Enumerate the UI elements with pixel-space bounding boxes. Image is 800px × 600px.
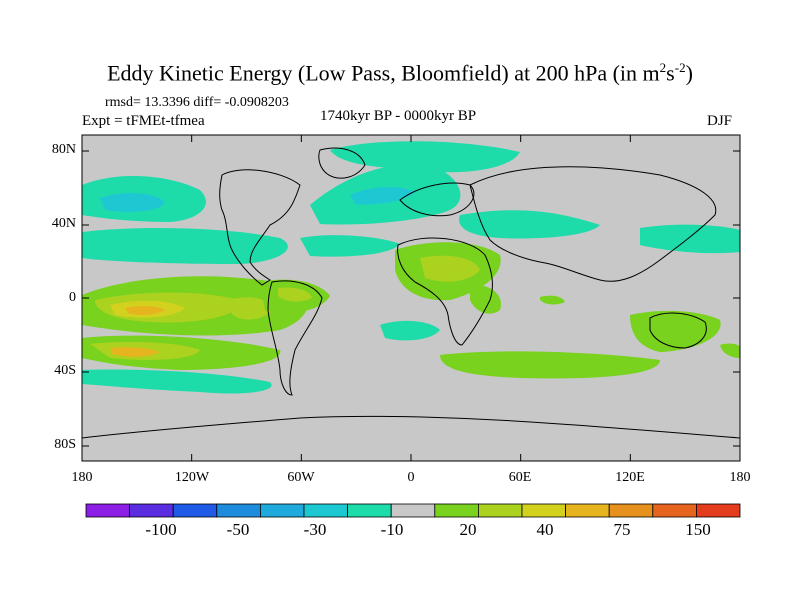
- colorbar-cell-8: [390, 503, 436, 518]
- pos-region-africa-east: [470, 284, 501, 314]
- lat-label-40n: 40N: [51, 216, 76, 231]
- season-label: DJF: [707, 113, 733, 129]
- colorbar-label-4: -10: [380, 520, 404, 539]
- coast-australia: [649, 312, 707, 349]
- coast-antarctica: [82, 415, 740, 439]
- colorbar-cell-2: [129, 503, 174, 518]
- axis-ticks: [81, 135, 741, 461]
- coast-south-america: [267, 280, 323, 396]
- colorbar-cell-9: [434, 503, 479, 518]
- colorbar: [85, 503, 741, 518]
- colorbar-cell-4: [216, 503, 261, 518]
- coast-africa: [397, 237, 493, 346]
- lon-label-60e: 60E: [508, 470, 532, 485]
- neg-region-arctic: [330, 141, 520, 173]
- pos-region-indian-ocean-belt: [440, 351, 660, 379]
- pos-region-north-africa-core: [420, 255, 480, 282]
- coast-asia: [469, 166, 717, 282]
- lat-label-80s: 80S: [54, 437, 76, 452]
- colorbar-cell-15: [696, 503, 741, 518]
- colorbar-cell-12: [565, 503, 610, 518]
- colorbar-label-5: 20: [459, 520, 477, 539]
- lon-label-180e: 180: [729, 470, 751, 485]
- colorbar-cell-13: [608, 503, 654, 518]
- pos-region-east-pacific-core: [230, 297, 272, 320]
- lat-label-80n: 80N: [51, 142, 76, 157]
- coast-north-america: [219, 169, 301, 286]
- lon-label-60w: 60W: [287, 470, 315, 485]
- colorbar-cell-7: [347, 503, 392, 518]
- colorbar-label-8: 150: [685, 520, 711, 539]
- stats-text: rmsd= 13.3396 diff= -0.0908203: [105, 95, 289, 110]
- colorbar-cell-3: [172, 503, 218, 518]
- pos-region-southern-pacific-peak: [110, 347, 160, 357]
- anomaly-fields: [82, 141, 740, 394]
- colorbar-label-1: -100: [145, 520, 177, 539]
- pos-region-indian-ocean-small: [540, 295, 565, 305]
- neg-region-north-pacific-core: [100, 193, 165, 212]
- neg-region-pacific-belt: [82, 228, 288, 264]
- colorbar-cell-10: [477, 503, 523, 518]
- neg-region-south-pacific: [82, 369, 272, 394]
- colorbar-label-6: 40: [536, 520, 554, 539]
- neg-region-north-atlantic-core: [350, 186, 415, 205]
- colorbar-label-7: 75: [613, 520, 631, 539]
- colorbar-cell-5: [259, 503, 305, 518]
- pos-region-east-pacific-edge: [720, 343, 740, 358]
- neg-region-east-asia: [640, 224, 740, 254]
- colorbar-label-2: -50: [226, 520, 250, 539]
- coastlines: [82, 147, 740, 439]
- plot-title: Eddy Kinetic Energy (Low Pass, Bloomfiel…: [107, 60, 693, 86]
- lon-label-0: 0: [407, 470, 415, 485]
- lat-label-0: 0: [69, 290, 76, 305]
- colorbar-cell-14: [652, 503, 697, 518]
- neg-region-eurasia: [459, 210, 600, 239]
- neg-region-south-atlantic: [380, 320, 440, 341]
- lon-label-180w: 180: [71, 470, 93, 485]
- period-label: 1740kyr BP - 0000kyr BP: [320, 108, 477, 124]
- colorbar-cell-11: [521, 503, 566, 518]
- coast-europe: [399, 182, 475, 217]
- lat-label-40s: 40S: [54, 363, 76, 378]
- colorbar-cell-1: [85, 503, 130, 518]
- neg-region-atlantic-belt: [300, 235, 400, 257]
- lon-label-120w: 120W: [174, 470, 210, 485]
- colorbar-label-3: -30: [303, 520, 327, 539]
- experiment-label: Expt = tFMEt-tfmea: [82, 113, 205, 129]
- coast-greenland: [318, 147, 366, 179]
- pos-region-australia: [630, 310, 721, 352]
- pos-region-tropical-pacific-peak: [125, 305, 165, 315]
- lon-label-120e: 120E: [615, 470, 645, 485]
- colorbar-cell-6: [303, 503, 348, 518]
- pos-region-south-america-core: [278, 287, 312, 302]
